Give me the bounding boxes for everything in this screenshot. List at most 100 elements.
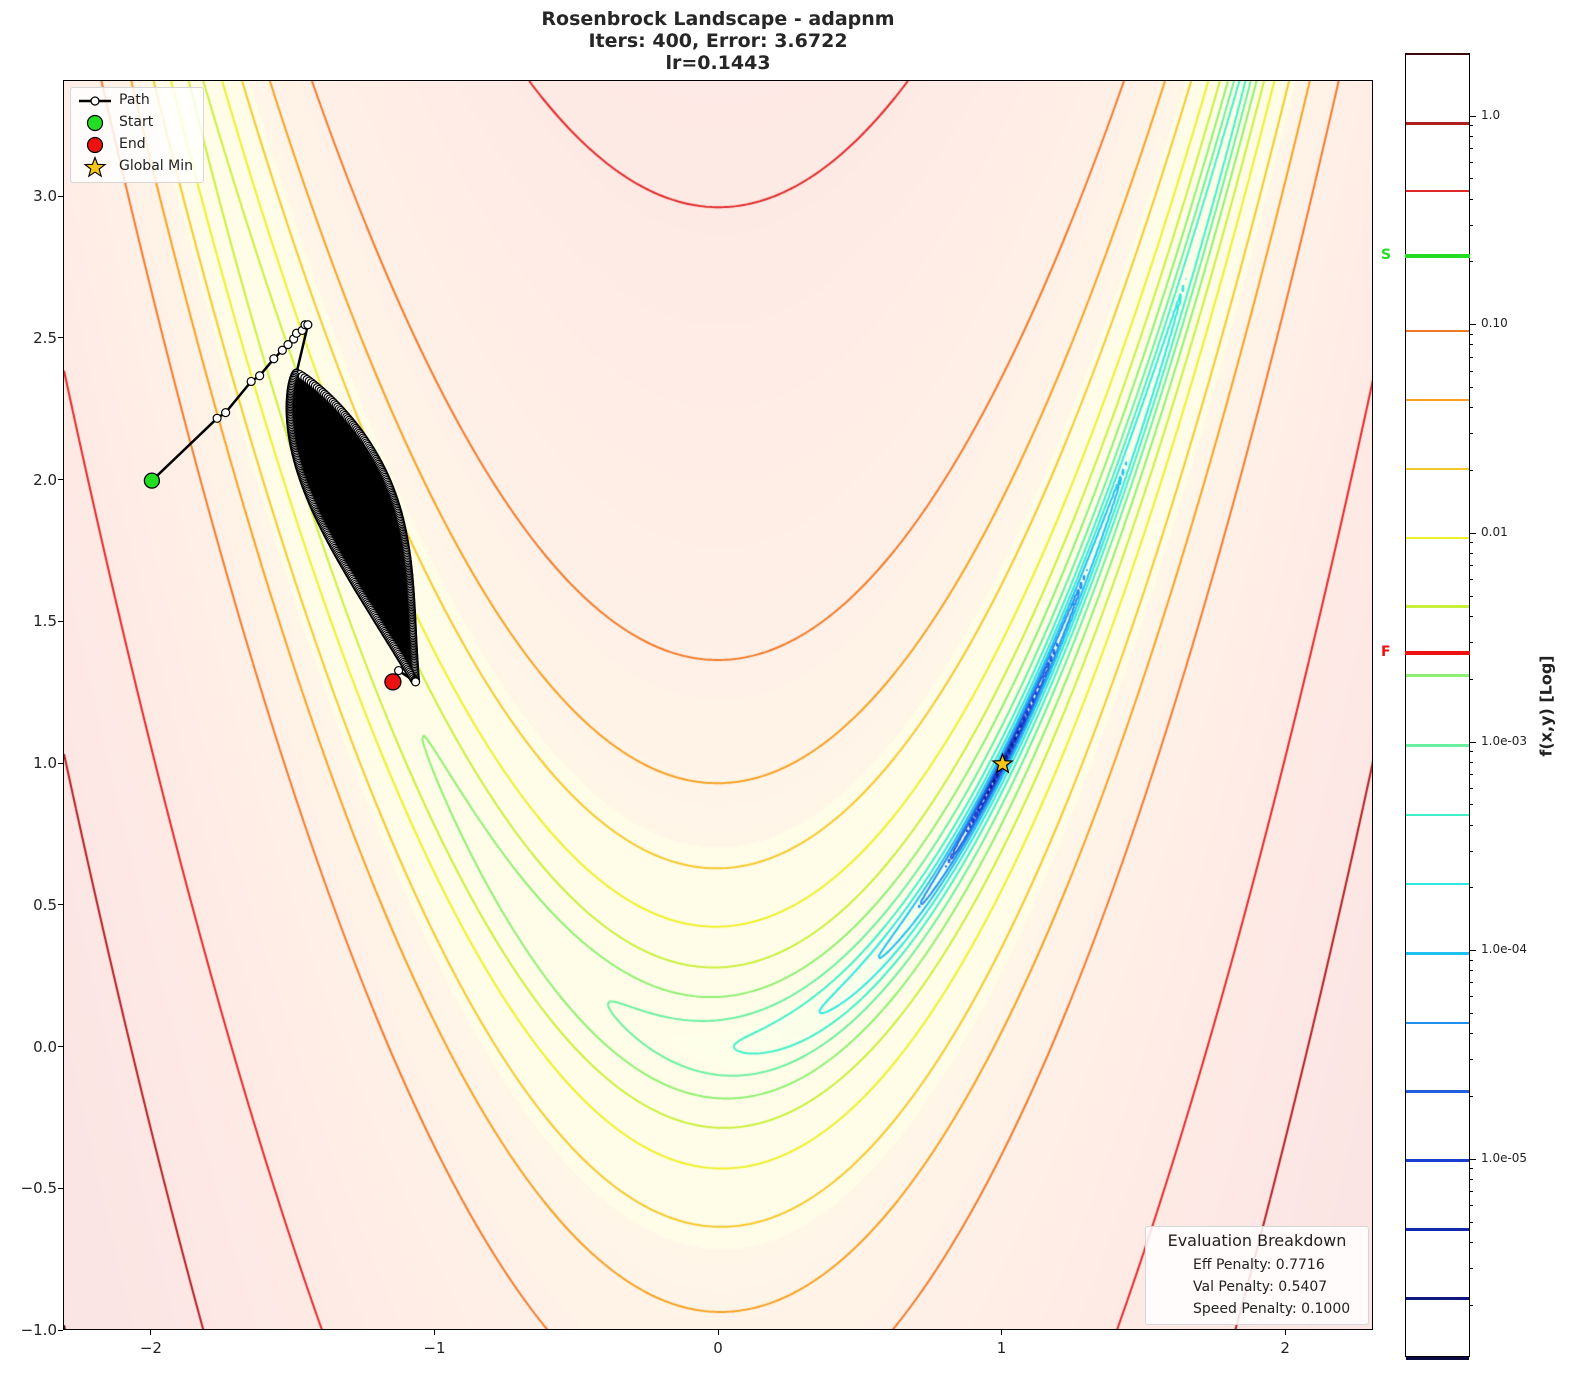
colorbar-tick [1470,579,1473,581]
y-tick-mark [58,1046,63,1048]
speed-penalty: Speed Penalty: 0.1000 [1193,1301,1351,1317]
y-tick-mark [58,479,63,481]
path-point [269,354,279,364]
eff-penalty: Eff Penalty: 0.7716 [1193,1257,1325,1273]
legend-item-path: Path [71,90,203,112]
colorbar-tick [1470,356,1473,358]
title-line-2: Iters: 400, Error: 3.6722 [588,30,848,52]
colorbar-tick [1470,178,1473,180]
colorbar-tick [1470,125,1473,127]
colorbar-tick-label: 1.0 [1481,107,1501,122]
y-tick-label: 0.0 [33,1037,57,1056]
colorbar-tick [1470,615,1473,617]
end-circle-icon [86,136,104,154]
colorbar-tick [1470,1059,1473,1061]
colorbar-level-line [1406,536,1469,540]
x-tick-mark [717,1330,719,1335]
colorbar-tick [1470,751,1473,753]
colorbar-tick [1470,595,1473,597]
colorbar-tick [1470,565,1473,567]
y-tick-label: 1.0 [33,754,57,773]
colorbar-tick [1470,850,1473,852]
colorbar-level-line [1406,605,1469,608]
colorbar-tick [1470,1221,1473,1223]
colorbar-tick [1470,761,1473,763]
colorbar-tick [1470,147,1473,149]
chart-title: Rosenbrock Landscape - adapnm Iters: 400… [0,8,1436,74]
path-point [246,376,256,387]
y-tick-mark [58,337,63,339]
path-point [303,320,313,330]
colorbar-tick [1470,553,1473,555]
colorbar-tick-label: 0.01 [1481,524,1508,539]
colorbar-tick [1470,433,1473,435]
colorbar-level-line [1406,398,1469,402]
colorbar-tick-label: 1.0e-03 [1481,733,1528,748]
y-tick-label: −0.5 [20,1179,57,1198]
x-tick-mark [150,1330,152,1335]
path-point [393,665,404,676]
path-point [411,677,421,687]
colorbar-tick [1470,324,1476,326]
x-tick-mark [1001,1330,1003,1335]
colorbar-tick [1470,887,1473,889]
path-overlay [143,320,1014,774]
colorbar-tick [1470,959,1473,961]
y-tick-label: 0.5 [33,895,57,914]
contour-lines [64,81,1372,1329]
colorbar-tick [1470,996,1473,998]
colorbar-tick [1470,344,1473,346]
colorbar-title: f(x,y) [Log] [1536,655,1556,757]
colorbar-tick [1470,1241,1473,1243]
path-point [255,371,265,381]
colorbar-level-line [1406,1090,1469,1093]
colorbar-tick [1470,824,1473,826]
y-tick-mark [58,620,63,622]
colorbar-tick-label: 1.0e-04 [1481,942,1528,957]
colorbar-tick [1470,1012,1473,1014]
colorbar-level-line [1406,467,1469,471]
colorbar-tick [1470,1095,1473,1097]
path-point [221,408,231,418]
colorbar [1405,52,1470,1360]
y-tick-mark [58,1187,63,1189]
y-tick-label: 1.5 [33,612,57,631]
colorbar-level-line [1406,189,1469,193]
start-marker [143,472,161,489]
colorbar-level-line [1406,674,1469,677]
colorbar-tick [1470,773,1473,775]
x-tick-label: −2 [139,1339,162,1357]
colorbar-level-line [1406,52,1469,56]
colorbar-tick [1470,1267,1473,1269]
colorbar-level-line [1406,122,1469,125]
colorbar-tick [1470,678,1473,680]
title-line-3: lr=0.1443 [665,52,771,74]
title-line-1: Rosenbrock Landscape - adapnm [541,8,895,30]
legend-item-end: End [71,134,203,156]
colorbar-tick [1470,1205,1473,1207]
x-tick-label: −1 [423,1339,446,1357]
colorbar-tick [1470,387,1473,389]
y-tick-mark [58,1329,63,1331]
y-tick-label: 2.0 [33,470,57,489]
colorbar-tick [1470,1033,1473,1035]
colorbar-tick [1470,970,1473,972]
colorbar-level-line [1406,744,1469,747]
path-point [277,345,287,355]
colorbar-level-line [1406,1357,1469,1360]
colorbar-tick [1470,787,1473,789]
evaluation-header: Evaluation Breakdown [1167,1231,1347,1250]
optimizer-path [151,323,417,684]
colorbar-tick-label: 1.0e-05 [1481,1150,1528,1165]
x-tick-label: 1 [996,1339,1007,1357]
end-marker [384,673,402,691]
colorbar-level-line [1406,1159,1469,1162]
plot-area [63,80,1373,1330]
colorbar-level-line [1406,952,1469,955]
colorbar-tick-label: 0.10 [1481,316,1508,331]
colorbar-tick [1470,224,1473,226]
colorbar-level-line [1406,329,1469,333]
colorbar-marker-line [1405,254,1470,259]
y-tick-label: 2.5 [33,328,57,347]
colorbar-tick [1470,1158,1476,1160]
